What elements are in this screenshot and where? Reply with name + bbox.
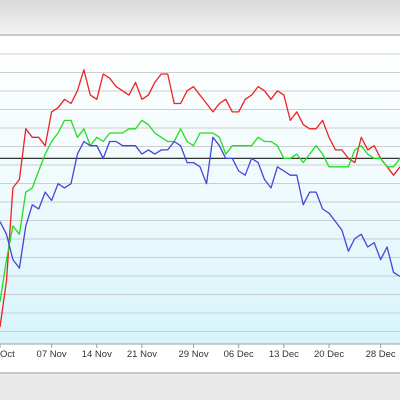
grid-lines: [0, 53, 400, 332]
x-tick-label: Oct: [0, 349, 15, 360]
plot-background: [0, 36, 400, 344]
x-tick-label: 28 Dec: [366, 349, 396, 360]
x-tick-label: 20 Dec: [314, 349, 344, 360]
x-tick-label: 06 Dec: [224, 349, 254, 360]
header-separator: [0, 34, 400, 36]
top-header-band: [0, 0, 400, 36]
x-tick-label: 21 Nov: [127, 349, 157, 360]
series-layer: [0, 69, 400, 328]
x-axis-ticks: Oct 07 Nov 14 Nov 21 Nov 29 Nov 06 Dec 13 Dec 2…: [0, 344, 396, 360]
series-line-3: [0, 136, 400, 278]
x-tick-label: 07 Nov: [37, 349, 67, 360]
bottom-shadow-edge: [0, 372, 400, 374]
series-line-1: [0, 69, 400, 328]
bottom-shadow: [0, 372, 400, 400]
x-tick-label: 14 Nov: [82, 349, 112, 360]
x-tick-label: 29 Nov: [178, 349, 208, 360]
x-tick-label: 13 Dec: [269, 349, 299, 360]
series-line-2: [0, 119, 400, 302]
